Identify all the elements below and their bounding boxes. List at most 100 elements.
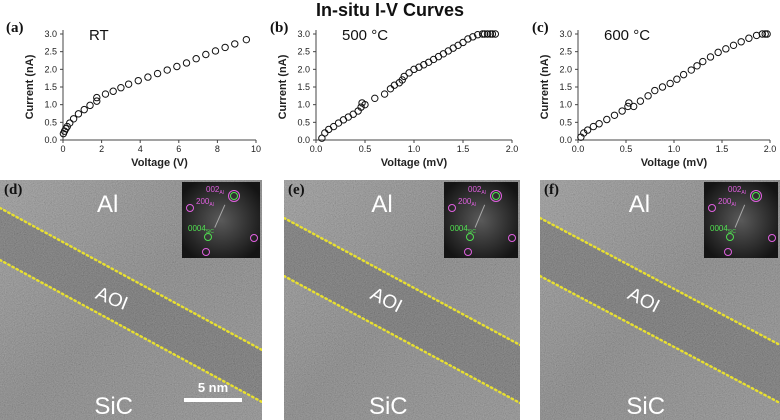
fft-spot-al-002b — [490, 190, 502, 202]
y-tick-label: 1.0 — [44, 100, 57, 110]
label-sic: SiC — [626, 393, 665, 420]
y-tick-label: 0.5 — [297, 117, 310, 127]
figure-title: In-situ I-V Curves — [316, 0, 464, 20]
data-point — [93, 97, 101, 105]
data-point — [66, 119, 74, 127]
fft-label-002: 002Al — [468, 185, 486, 196]
x-tick-label: 1.0 — [408, 144, 421, 154]
data-point — [221, 43, 229, 52]
x-tick-label: 4 — [138, 144, 143, 154]
fft-spot-al-002b — [228, 190, 240, 202]
data-point — [714, 48, 722, 57]
label-al: Al — [97, 191, 118, 218]
fft-label-200: 200Al — [718, 197, 736, 208]
fft-sub: Al — [209, 202, 213, 208]
data-point — [488, 30, 497, 38]
data-point — [380, 90, 389, 98]
data-point — [357, 103, 365, 111]
fft-sub: SiC — [206, 229, 214, 235]
y-tick-label: 2.0 — [44, 64, 57, 74]
label-al: Al — [629, 191, 650, 218]
x-tick-label: 0.5 — [359, 144, 372, 154]
scale-bar — [184, 398, 242, 402]
interface-line-bottom — [284, 274, 520, 405]
fft-background — [182, 182, 260, 258]
y-tick-label: 0.5 — [559, 117, 572, 127]
data-point — [474, 31, 482, 39]
fft-sub: SiC — [468, 229, 476, 235]
x-tick-label: 1.0 — [668, 144, 681, 154]
fft-label-200: 200Al — [458, 197, 476, 208]
panel-label: (f) — [544, 182, 559, 198]
y-tick-label: 3.0 — [44, 29, 57, 39]
fft-streak — [734, 204, 746, 228]
fft-spot-far — [768, 234, 776, 242]
iv-charts: (a) RT 0.0 0.5 1.0 1.5 2.0 2.5 3.0 0 2 4 6 8 10 Voltage… — [6, 20, 776, 169]
fft-spot-al-002 — [230, 192, 238, 200]
fft-spot-al-002 — [752, 192, 760, 200]
iv-chart-2: (c) 600 °C 0.0 0.5 1.0 1.5 2.0 2.5 3.0 0.0 0.5 1.0 1… — [532, 20, 776, 169]
data-point — [242, 35, 251, 44]
panel-label: (e) — [288, 182, 305, 198]
panel-label: (c) — [532, 20, 549, 36]
label-sic: SiC — [369, 393, 408, 420]
data-point — [745, 34, 753, 42]
fft-label-0004: 0004SiC — [450, 224, 476, 235]
data-point — [761, 30, 769, 38]
fft-spot-low — [464, 248, 472, 256]
data-point — [321, 129, 329, 137]
fft-sub: Al — [731, 202, 735, 208]
fft-spot-sic — [204, 233, 212, 241]
fft-label-0004: 0004SiC — [710, 224, 736, 235]
y-tick-label: 1.0 — [297, 100, 310, 110]
fft-streak — [214, 204, 226, 228]
fft-spot-al-200 — [708, 204, 716, 212]
fft-sub: Al — [471, 202, 475, 208]
y-tick-label: 2.5 — [559, 47, 572, 57]
data-point — [153, 69, 162, 78]
x-tick-label: 10 — [251, 144, 261, 154]
data-point — [603, 115, 611, 124]
data-point — [371, 94, 379, 103]
interface-line-top — [540, 216, 780, 347]
fft-spot-al-002 — [492, 192, 500, 200]
fft-background — [444, 182, 518, 258]
data-point — [459, 38, 467, 47]
data-point — [74, 110, 83, 118]
y-tick-label: 1.0 — [559, 100, 572, 110]
scale-bar-label: 5 nm — [198, 380, 228, 395]
interface-line-bottom — [0, 258, 262, 404]
data-point — [101, 90, 110, 98]
data-point — [124, 80, 133, 88]
fft-spot-al-200 — [448, 204, 456, 212]
y-tick-label: 1.5 — [559, 82, 572, 92]
data-point — [629, 102, 638, 111]
fft-spot-al-200 — [186, 204, 194, 212]
data-point — [737, 38, 745, 46]
condition-label: 500 °C — [342, 27, 388, 44]
data-point — [173, 62, 181, 71]
data-point — [618, 107, 626, 115]
data-point — [595, 120, 603, 128]
data-point — [80, 105, 88, 114]
x-tick-label: 8 — [215, 144, 220, 154]
data-point — [763, 30, 771, 38]
y-tick-label: 2.0 — [297, 64, 310, 74]
data-point — [480, 30, 489, 38]
y-tick-label: 3.0 — [297, 29, 310, 39]
iv-chart-0: (a) RT 0.0 0.5 1.0 1.5 2.0 2.5 3.0 0 2 4 6 8 10 Voltage… — [6, 20, 261, 169]
condition-label: 600 °C — [604, 27, 650, 44]
data-point — [636, 97, 645, 105]
data-point — [478, 30, 487, 38]
data-point — [398, 76, 406, 84]
data-point — [729, 41, 738, 50]
y-tick-label: 0.5 — [44, 117, 57, 127]
